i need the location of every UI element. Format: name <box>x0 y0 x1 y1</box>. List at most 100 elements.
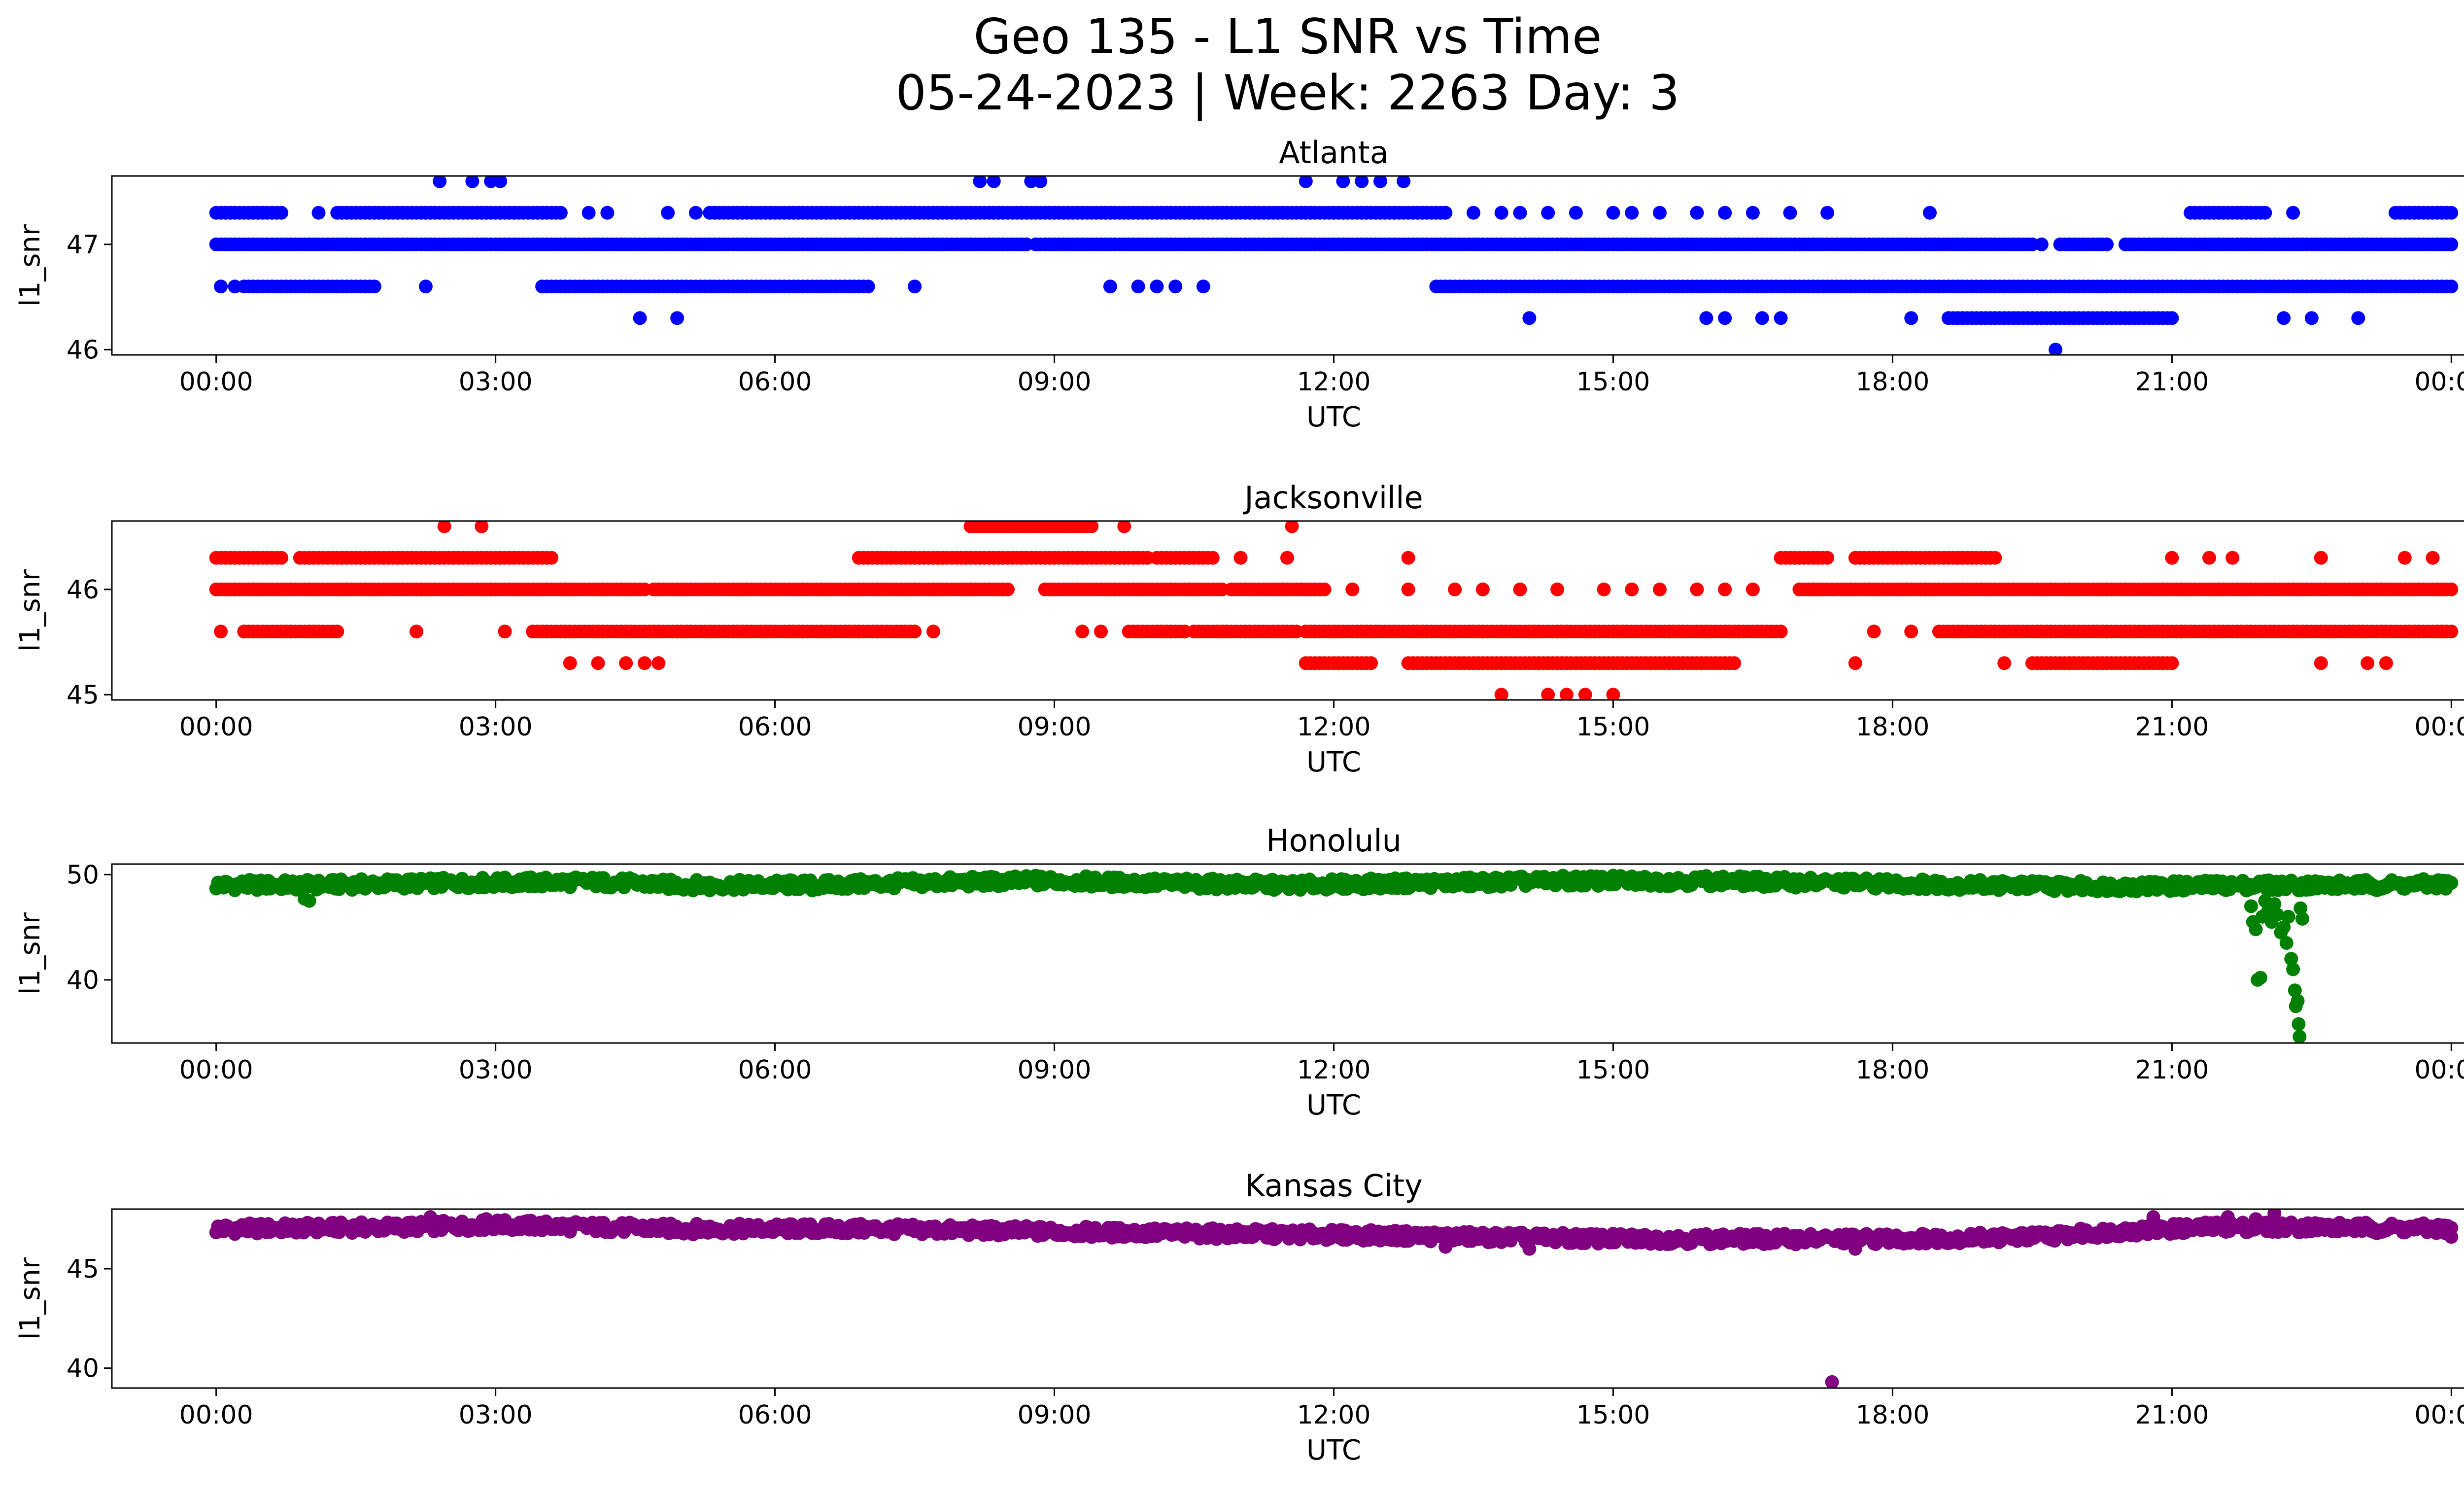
y-tick-label: 47 <box>67 230 99 260</box>
data-point-1220 <box>2281 909 2295 924</box>
data-point-1228 <box>2293 901 2308 915</box>
data-point-1075 <box>1550 582 1565 596</box>
x-tick-label: 15:00 <box>1576 367 1650 397</box>
data-point-1096 <box>493 176 508 188</box>
data-point-1087 <box>1075 625 1090 639</box>
x-tick-label: 09:00 <box>1018 712 1092 742</box>
data-point-1094 <box>465 176 479 188</box>
data-point-1225 <box>2291 994 2305 1008</box>
x-tick-label: 18:00 <box>1855 1400 1929 1430</box>
data-point-1102 <box>1336 176 1350 188</box>
data-point-1079 <box>1690 582 1704 596</box>
x-axis-label: UTC <box>1306 1089 1361 1121</box>
y-tick-label: 45 <box>67 680 99 710</box>
data-point-1123 <box>1820 206 1835 220</box>
data-point-1085 <box>498 625 512 639</box>
y-tick-label: 50 <box>67 860 99 890</box>
x-tick-label: 15:00 <box>1576 1400 1650 1430</box>
data-point-1131 <box>1103 279 1117 294</box>
data-point-1208 <box>1522 1242 1537 1256</box>
data-point-385 <box>274 551 288 565</box>
data-point-1076 <box>1597 582 1611 596</box>
x-tick-label: 06:00 <box>738 712 812 742</box>
data-point-1121 <box>1745 206 1760 220</box>
x-tick-label: 00:00 <box>179 367 253 397</box>
data-point-801 <box>1774 625 1788 639</box>
scatter-points <box>209 176 2459 355</box>
x-tick-label: 21:00 <box>2135 1400 2209 1430</box>
data-point-1093 <box>619 656 633 670</box>
x-tick-label: 12:00 <box>1297 712 1371 742</box>
x-tick-label: 15:00 <box>1576 712 1650 742</box>
data-point-1086 <box>926 625 940 639</box>
y-tick-label: 45 <box>67 1254 99 1284</box>
data-point-1096 <box>1848 656 1862 670</box>
y-axis-label: l1_snr <box>14 224 46 307</box>
data-point-440 <box>545 551 558 565</box>
data-point-1203 <box>1028 869 1043 883</box>
data-point-1063 <box>1401 551 1415 565</box>
data-point-1125 <box>2286 206 2300 220</box>
y-tick-label: 40 <box>67 1354 99 1384</box>
data-point-1043 <box>2444 279 2459 294</box>
data-point-1129 <box>418 279 433 294</box>
x-tick-label: 00:00 <box>179 1055 253 1085</box>
data-point-1119 <box>1690 206 1704 220</box>
data-point-1097 <box>1997 656 2012 670</box>
data-point-1082 <box>214 625 228 639</box>
data-point-1056 <box>1085 521 1099 533</box>
data-point-1204 <box>703 883 717 898</box>
data-point-1137 <box>670 311 684 325</box>
data-point-1061 <box>1233 551 1248 565</box>
data-point-1059 <box>1117 521 1131 533</box>
subplot-title: Kansas City <box>1245 1168 1423 1204</box>
data-point-1144 <box>2277 311 2291 325</box>
data-point-1202 <box>302 894 316 908</box>
x-tick-label: 00:00 <box>179 1400 253 1430</box>
data-point-1200 <box>2444 876 2459 890</box>
subplot-title: Honolulu <box>1266 823 1402 859</box>
data-point-1128 <box>228 279 242 294</box>
data-point-1226 <box>2292 1017 2306 1031</box>
data-point-1068 <box>2397 551 2412 565</box>
x-tick-label: 12:00 <box>1297 1400 1371 1430</box>
data-point-1143 <box>1904 311 1918 325</box>
x-tick-label: 12:00 <box>1297 367 1371 397</box>
data-point-1095 <box>651 656 666 670</box>
data-point-1135 <box>1196 279 1210 294</box>
subplot-title: Jacksonville <box>1242 480 1423 516</box>
data-point-1107 <box>582 206 596 220</box>
data-point-1132 <box>1131 279 1145 294</box>
data-point-1140 <box>1718 311 1732 325</box>
x-tick-label: 06:00 <box>738 1400 812 1430</box>
y-tick-label: 40 <box>67 966 99 995</box>
data-point-1098 <box>2314 656 2328 670</box>
x-tick-label: 15:00 <box>1576 1055 1650 1085</box>
data-point-1109 <box>661 206 675 220</box>
data-point-1134 <box>1168 279 1183 294</box>
data-point-1215 <box>2267 897 2282 911</box>
data-point-1100 <box>1033 176 1048 188</box>
x-axis-label: UTC <box>1306 401 1361 433</box>
x-tick-label: 03:00 <box>459 1400 533 1430</box>
data-point-1060 <box>1285 521 1299 533</box>
data-point-1209 <box>1848 1242 1862 1256</box>
data-point-1146 <box>2351 311 2365 325</box>
data-point-1072 <box>1448 582 1462 596</box>
y-tick-label: 46 <box>67 575 99 605</box>
subplot-title: Atlanta <box>1279 135 1388 171</box>
y-axis-label: l1_snr <box>14 912 46 995</box>
data-point-711 <box>2258 206 2272 220</box>
plot-frame <box>111 520 2464 701</box>
data-point-1089 <box>1867 625 1881 639</box>
data-point-527 <box>1820 551 1835 565</box>
data-point-927 <box>1364 656 1378 670</box>
data-point-694 <box>1438 206 1453 220</box>
data-point-1138 <box>1522 311 1537 325</box>
plot-frame <box>111 175 2464 356</box>
data-point-1092 <box>2165 311 2179 325</box>
data-point-1066 <box>2225 551 2240 565</box>
data-point-1136 <box>633 311 647 325</box>
data-point-1114 <box>1541 206 1555 220</box>
x-tick-label: 00:00 <box>2414 367 2464 397</box>
